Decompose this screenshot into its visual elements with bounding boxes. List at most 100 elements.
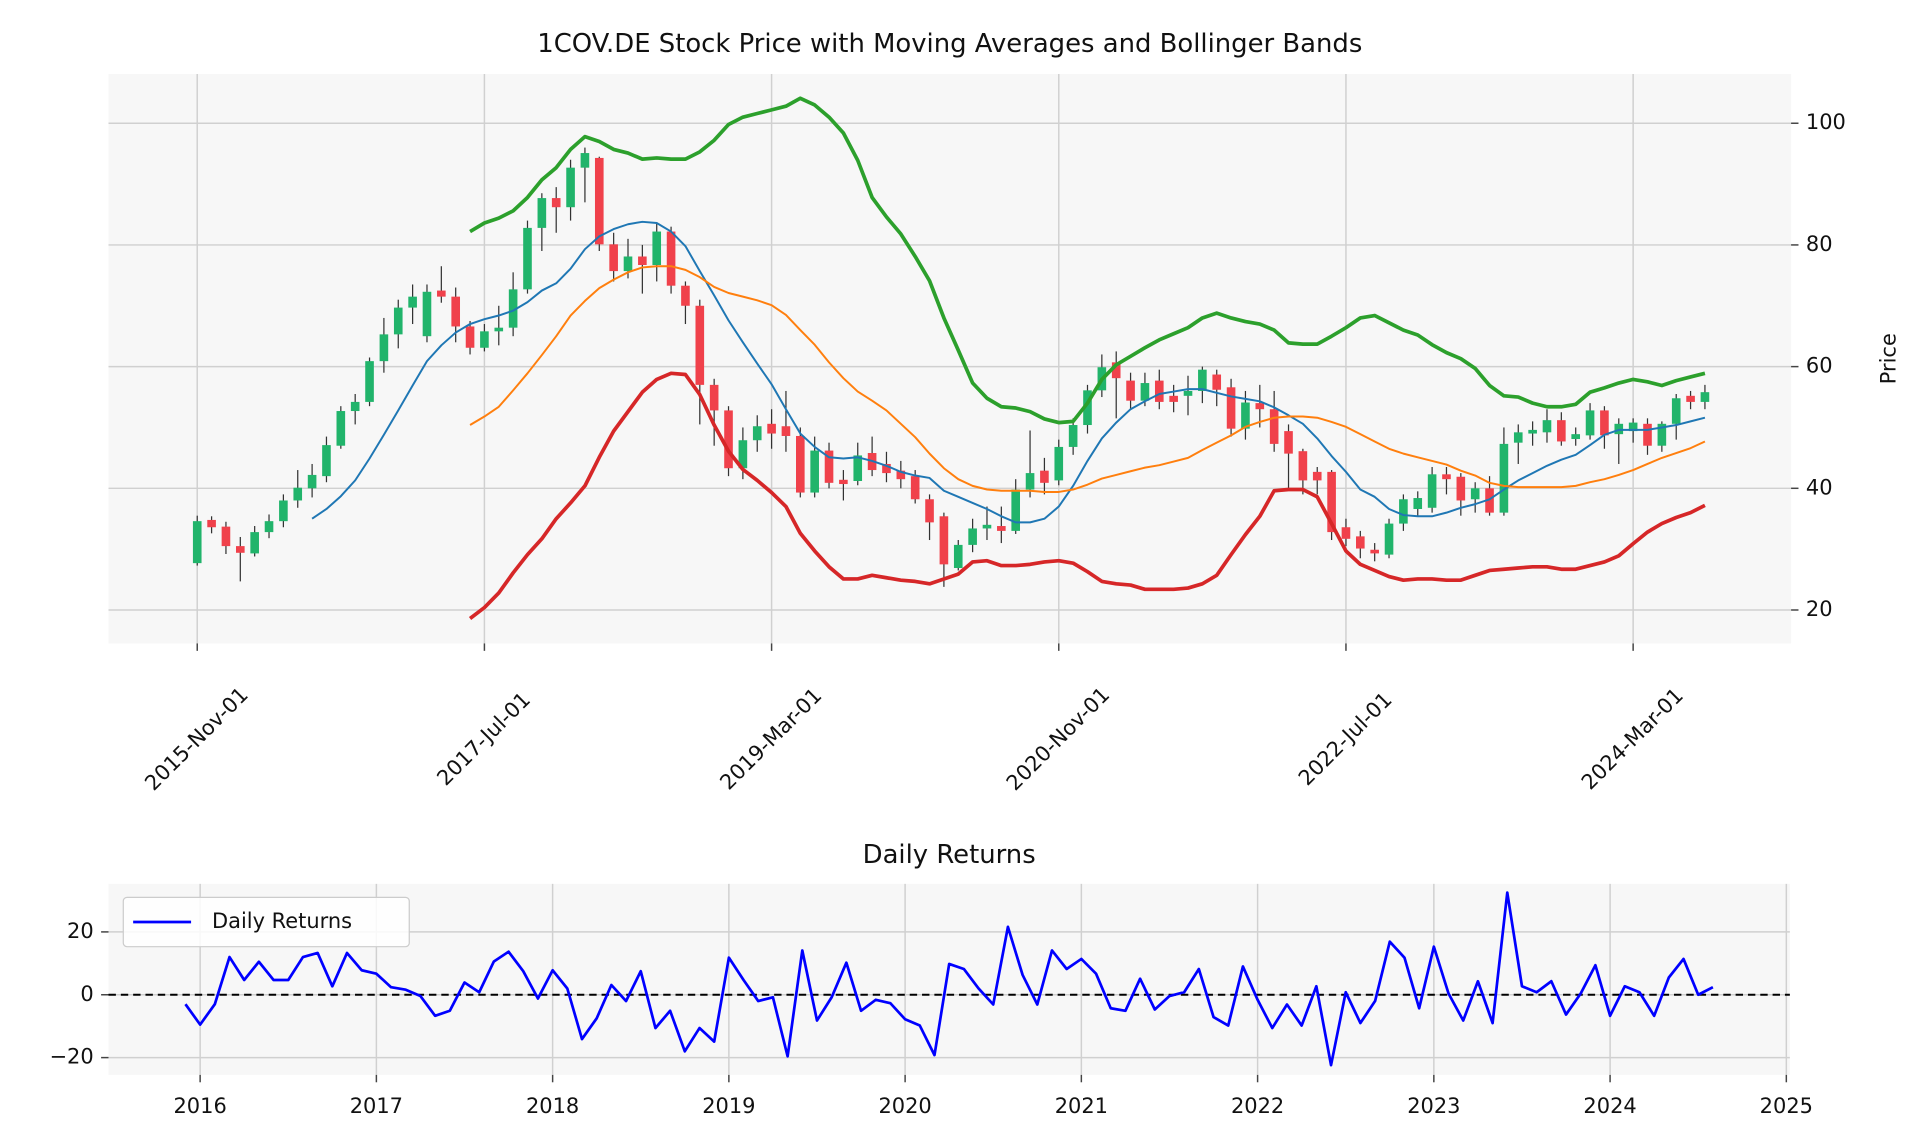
series-line — [184, 891, 1714, 1067]
candle-body — [1628, 422, 1638, 432]
candle-body — [1528, 429, 1537, 434]
candle-body — [925, 499, 934, 523]
candle-body — [408, 296, 417, 308]
candle-body — [1298, 451, 1308, 481]
candle-body — [824, 450, 834, 483]
candle-body — [379, 334, 389, 362]
x-tick-label: 2019-Mar-01 — [715, 683, 826, 794]
candle-body — [738, 440, 748, 469]
candle-body — [1312, 471, 1322, 481]
candle-body — [652, 231, 662, 266]
x-tick-label: 2015-Nov-01 — [140, 683, 253, 796]
legend-box — [122, 896, 410, 948]
candle-body — [853, 455, 863, 482]
candle-body — [1600, 410, 1609, 436]
candle-body — [810, 450, 819, 493]
candle-body — [1126, 380, 1135, 401]
candle-body — [1700, 392, 1710, 402]
indicator-line — [469, 96, 1706, 425]
x-tick-label: 2020 — [878, 1094, 931, 1118]
candle-body — [1226, 387, 1236, 429]
legend: Daily Returns — [122, 896, 410, 948]
candle-body — [623, 256, 633, 272]
candle-body — [781, 426, 791, 436]
candle-body — [968, 528, 977, 545]
candle-body — [752, 426, 762, 441]
candle-body — [1686, 395, 1695, 402]
candle-body — [1198, 369, 1207, 391]
candle-body — [221, 526, 231, 547]
candle-body — [537, 198, 547, 228]
candle-body — [1499, 443, 1509, 513]
candle-body — [1140, 383, 1150, 401]
candle-body — [336, 411, 346, 446]
candle-body — [1456, 476, 1466, 501]
indicator-line — [469, 265, 1706, 493]
candle-body — [939, 516, 949, 565]
candle-body — [1470, 488, 1480, 500]
x-tick-label: 2022 — [1231, 1094, 1284, 1118]
x-tick-label: 2018 — [526, 1094, 579, 1118]
candle-body — [508, 289, 518, 328]
legend-label: Daily Returns — [212, 909, 352, 933]
candle-body — [1054, 446, 1064, 481]
candle-body — [1183, 390, 1193, 396]
candle-body — [594, 157, 604, 245]
candle-body — [322, 445, 331, 477]
candle-body — [566, 167, 575, 208]
candle-body — [681, 285, 690, 306]
x-tick-label: 2017-Jul-01 — [432, 687, 535, 790]
y-tick-label: 40 — [1806, 475, 1833, 499]
candle-body — [1384, 523, 1394, 555]
y-tick-label: 80 — [1806, 232, 1833, 256]
candle-body — [480, 331, 489, 348]
candle-body — [896, 470, 906, 480]
candle-body — [422, 291, 432, 337]
candle-body — [1327, 471, 1336, 533]
candle-body — [1399, 499, 1408, 524]
candle-body — [1671, 398, 1681, 424]
candle-body — [709, 384, 719, 411]
candle-body — [609, 244, 618, 272]
candle-body — [293, 487, 303, 501]
candle-body — [1241, 402, 1250, 429]
candle-body — [724, 410, 733, 469]
candle-body — [1269, 409, 1279, 444]
candle-body — [1025, 473, 1035, 490]
candle-body — [1341, 527, 1351, 539]
indicator-line — [468, 371, 1706, 620]
candle-body — [666, 231, 676, 286]
x-tick-label: 2024-Mar-01 — [1577, 683, 1688, 794]
candle-body — [1154, 380, 1164, 402]
candle-body — [695, 305, 705, 385]
x-tick-label: 2017 — [350, 1094, 403, 1118]
candle-body — [982, 524, 992, 529]
y-tick-label: 20 — [1806, 597, 1833, 621]
candle-body — [1011, 489, 1021, 531]
candle-body — [494, 327, 504, 332]
candle-body — [279, 500, 288, 522]
candle-body — [910, 476, 920, 500]
candle-body — [953, 544, 963, 569]
candle-body — [437, 290, 446, 297]
candle-body — [1284, 431, 1293, 454]
y-tick-label: 60 — [1806, 354, 1833, 378]
y-tick-label: −20 — [50, 1045, 94, 1069]
candle-body — [1427, 474, 1437, 508]
x-tick-label: 2019 — [702, 1094, 755, 1118]
candle-body — [1356, 536, 1365, 549]
candle-body — [236, 546, 245, 553]
x-tick-label: 2025 — [1760, 1094, 1813, 1118]
candle-body — [1068, 425, 1078, 447]
x-tick-label: 2022-Jul-01 — [1294, 687, 1397, 790]
candle-body — [451, 296, 461, 327]
candle-body — [1542, 420, 1552, 433]
candle-body — [1657, 423, 1667, 446]
candle-body — [1413, 498, 1423, 509]
candle-body — [1255, 403, 1265, 410]
candle-body — [882, 463, 891, 474]
candle-body — [1083, 390, 1092, 426]
candle-body — [250, 532, 259, 554]
y-tick-label: 100 — [1806, 110, 1846, 134]
